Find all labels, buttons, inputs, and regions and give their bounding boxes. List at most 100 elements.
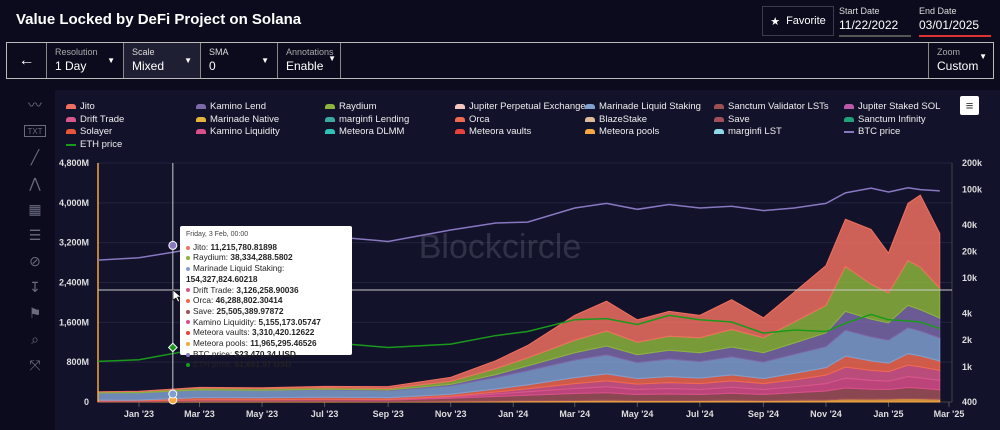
- y-left-tick-label: 0: [84, 397, 89, 407]
- tooltip-value: $23,470.34 USD: [234, 348, 296, 359]
- fork-tool-icon[interactable]: ⋀: [29, 174, 41, 191]
- tooltip-value: 11,215,780.81898: [210, 241, 277, 252]
- y-right-tick-label: 400: [962, 397, 977, 407]
- x-tick-label: Jan '23: [124, 409, 154, 419]
- fullscreen-icon[interactable]: ⤧: [29, 356, 41, 373]
- legend-label: Save: [728, 113, 750, 125]
- legend-item[interactable]: Save: [714, 114, 750, 125]
- chart-menu-button[interactable]: ≡: [960, 96, 979, 115]
- measure-icon[interactable]: ↧: [29, 278, 41, 295]
- zoom-search-icon[interactable]: ⌕: [31, 330, 39, 347]
- legend-item[interactable]: Raydium: [325, 101, 377, 112]
- chevron-down-icon: ▼: [979, 52, 987, 61]
- legend-swatch-icon: [714, 116, 724, 122]
- legend-label: Kamino Lend: [210, 101, 266, 112]
- end-date-value[interactable]: 03/01/2025: [919, 18, 991, 37]
- x-tick-label: May '23: [246, 409, 278, 419]
- legend-label: Meteora vaults: [469, 126, 532, 138]
- grid-tool-icon[interactable]: ▦: [28, 200, 42, 217]
- legend-item[interactable]: Meteora pools: [585, 126, 659, 137]
- end-date-field[interactable]: End Date 03/01/2025: [919, 6, 991, 37]
- tooltip-row: ETH price: $1,651.97 USD: [186, 359, 346, 370]
- legend-swatch-icon: [844, 104, 854, 109]
- legend-swatch-icon: [585, 129, 595, 135]
- legend-swatch-icon: [196, 116, 206, 122]
- sma-select[interactable]: SMA 0 ▼: [201, 43, 278, 78]
- tooltip-row: Raydium: 38,334,288.5802: [186, 252, 346, 263]
- legend-item[interactable]: Meteora DLMM: [325, 126, 404, 137]
- legend-item[interactable]: Solayer: [66, 126, 112, 137]
- legend-item[interactable]: marginfi LST: [714, 126, 782, 137]
- legend-label: BTC price: [858, 126, 901, 138]
- legend-item[interactable]: Drift Trade: [66, 114, 124, 125]
- legend-label: Meteora pools: [599, 126, 660, 138]
- scale-select[interactable]: Scale Mixed ▼: [124, 43, 201, 78]
- legend-label: Marinade Liquid Staking: [599, 101, 701, 112]
- tooltip-value: 46,288,802.30414: [215, 295, 283, 306]
- flag-icon[interactable]: ⚑: [28, 304, 42, 321]
- x-tick-label: Jul '23: [311, 409, 339, 419]
- legend-swatch-icon: [455, 129, 465, 135]
- text-note-icon[interactable]: TXT: [24, 125, 46, 137]
- legend-item[interactable]: Jito: [66, 101, 95, 112]
- start-date-value[interactable]: 11/22/2022: [839, 18, 911, 37]
- legend-swatch-icon: [196, 129, 206, 135]
- tooltip-value: 5,155,173.05747: [258, 316, 321, 327]
- legend-item[interactable]: Marinade Liquid Staking: [585, 101, 701, 112]
- table-tool-icon[interactable]: ☰: [28, 226, 42, 243]
- legend-item[interactable]: Jupiter Perpetual Exchange: [455, 101, 586, 112]
- legend-item[interactable]: BTC price: [844, 126, 900, 137]
- back-button[interactable]: ←: [7, 43, 47, 78]
- legend-swatch-icon: [196, 104, 206, 109]
- zoom-select[interactable]: Zoom Custom ▼: [928, 43, 993, 78]
- legend-item[interactable]: ETH price: [66, 139, 122, 150]
- legend-item[interactable]: BlazeStake: [585, 114, 647, 125]
- series-dot-icon: [186, 363, 190, 368]
- legend-swatch-icon: [585, 116, 595, 122]
- legend-item[interactable]: marginfi Lending: [325, 114, 409, 125]
- y-right-tick-label: 2k: [962, 335, 973, 345]
- legend-label: Jupiter Staked SOL: [858, 101, 941, 112]
- legend-swatch-icon: [455, 116, 465, 122]
- start-date-label: Start Date: [839, 6, 880, 16]
- hide-icon[interactable]: ⊘: [29, 252, 41, 269]
- trend-lines-icon[interactable]: 〰: [28, 97, 42, 113]
- tooltip-label: Save: [193, 305, 212, 316]
- legend-item[interactable]: Orca: [455, 114, 490, 125]
- tooltip-label: Kamino Liquidity: [193, 316, 254, 327]
- tooltip-row: BTC price: $23,470.34 USD: [186, 349, 346, 360]
- x-tick-label: Sep '24: [748, 409, 779, 419]
- legend-label: Sanctum Infinity: [858, 113, 926, 125]
- tooltip-label: Raydium: [193, 252, 226, 263]
- resolution-select[interactable]: Resolution 1 Day ▼: [47, 43, 124, 78]
- legend-item[interactable]: Sanctum Validator LSTs: [714, 101, 829, 112]
- tooltip-row: Kamino Liquidity: 5,155,173.05747: [186, 317, 346, 328]
- legend-label: Sanctum Validator LSTs: [728, 101, 829, 112]
- legend-item[interactable]: Kamino Lend: [196, 101, 266, 112]
- tooltip-value: 3,126,258.90036: [236, 284, 299, 295]
- tooltip-label: Jito: [193, 241, 206, 252]
- legend-item[interactable]: Marinade Native: [196, 114, 279, 125]
- y-right-tick-label: 20k: [962, 247, 978, 257]
- legend-item[interactable]: Kamino Liquidity: [196, 126, 280, 137]
- line-tool-icon[interactable]: ╱: [30, 148, 40, 165]
- annotations-select[interactable]: Annotations Enable ▼: [278, 43, 341, 78]
- legend-swatch-icon: [714, 129, 724, 135]
- y-left-tick-label: 1,600M: [59, 317, 89, 327]
- y-right-tick-label: 1k: [962, 362, 973, 372]
- legend-label: BlazeStake: [599, 113, 648, 125]
- tooltip-value: 38,334,288.5802: [230, 252, 293, 263]
- legend-item[interactable]: Sanctum Infinity: [844, 114, 926, 125]
- series-dot-icon: [186, 331, 190, 336]
- sma-value: 0: [209, 59, 216, 73]
- series-dot-icon: [186, 309, 190, 314]
- legend-item[interactable]: Meteora vaults: [455, 126, 531, 137]
- y-left-tick-label: 2,400M: [59, 278, 89, 288]
- start-date-field[interactable]: Start Date 11/22/2022: [839, 6, 911, 37]
- favorite-button[interactable]: ★ Favorite: [762, 6, 834, 36]
- hamburger-icon: ≡: [965, 98, 974, 113]
- tooltip-row: Save: 25,505,389.97872: [186, 306, 346, 317]
- legend-label: Drift Trade: [80, 113, 125, 125]
- legend-item[interactable]: Jupiter Staked SOL: [844, 101, 940, 112]
- chart-toolbar: ← Resolution 1 Day ▼ Scale Mixed ▼ SMA 0 ▼ Ann…: [6, 42, 994, 79]
